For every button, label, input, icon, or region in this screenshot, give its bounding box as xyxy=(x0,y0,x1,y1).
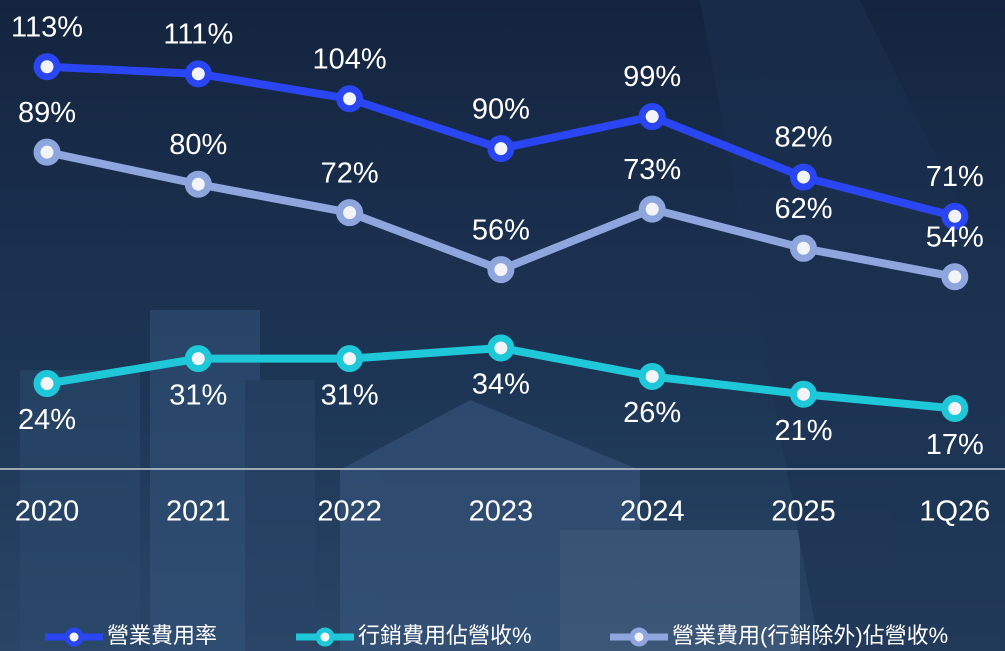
data-label: 90% xyxy=(472,93,530,125)
data-point xyxy=(340,89,360,109)
data-label: 54% xyxy=(926,221,984,253)
data-label: 73% xyxy=(623,154,681,186)
x-tick-label: 2023 xyxy=(469,496,534,528)
data-label: 34% xyxy=(472,369,530,401)
data-label: 24% xyxy=(18,404,76,436)
data-label: 111% xyxy=(163,18,233,50)
data-point xyxy=(945,398,965,418)
data-label: 82% xyxy=(774,122,832,154)
data-label: 31% xyxy=(169,379,227,411)
x-tick-label: 1Q26 xyxy=(919,496,990,528)
data-point xyxy=(188,64,208,84)
data-point xyxy=(37,374,57,394)
legend-marker xyxy=(67,630,81,644)
data-point xyxy=(642,366,662,386)
data-point xyxy=(945,267,965,287)
data-label: 89% xyxy=(18,97,76,129)
chart: 2020 2021 2022 2023 2024 2025 1Q26 113% 111% 104%… xyxy=(0,0,1005,651)
data-point xyxy=(188,174,208,194)
data-point xyxy=(491,260,511,280)
legend-marker xyxy=(632,630,646,644)
data-label: 71% xyxy=(926,161,984,193)
data-label: 56% xyxy=(472,214,530,246)
x-tick-label: 2022 xyxy=(317,496,382,528)
data-point xyxy=(491,139,511,159)
data-label: 104% xyxy=(313,43,387,75)
data-point xyxy=(37,142,57,162)
data-point xyxy=(188,349,208,369)
data-label: 72% xyxy=(321,157,379,189)
x-tick-label: 2024 xyxy=(620,496,685,528)
data-label: 62% xyxy=(774,193,832,225)
legend-label: 行銷費用佔營收% xyxy=(358,623,532,648)
data-label: 113% xyxy=(11,11,83,43)
data-point xyxy=(794,167,814,187)
data-label: 26% xyxy=(623,397,681,429)
legend-label: 營業費用(行銷除外)佔營收% xyxy=(672,623,948,648)
legend-label: 營業費用率 xyxy=(107,623,217,648)
data-point xyxy=(642,199,662,219)
data-label: 21% xyxy=(774,415,832,447)
data-point xyxy=(794,238,814,258)
x-tick-label: 2025 xyxy=(771,496,836,528)
data-label: 17% xyxy=(926,429,984,461)
data-point xyxy=(37,57,57,77)
data-point xyxy=(642,107,662,127)
legend-marker xyxy=(318,630,332,644)
data-point xyxy=(340,349,360,369)
data-point xyxy=(794,384,814,404)
data-point xyxy=(491,338,511,358)
data-label: 31% xyxy=(321,379,379,411)
x-tick-label: 2020 xyxy=(15,496,80,528)
data-label: 99% xyxy=(623,61,681,93)
data-label: 80% xyxy=(169,129,227,161)
x-tick-label: 2021 xyxy=(166,496,231,528)
data-point xyxy=(340,203,360,223)
